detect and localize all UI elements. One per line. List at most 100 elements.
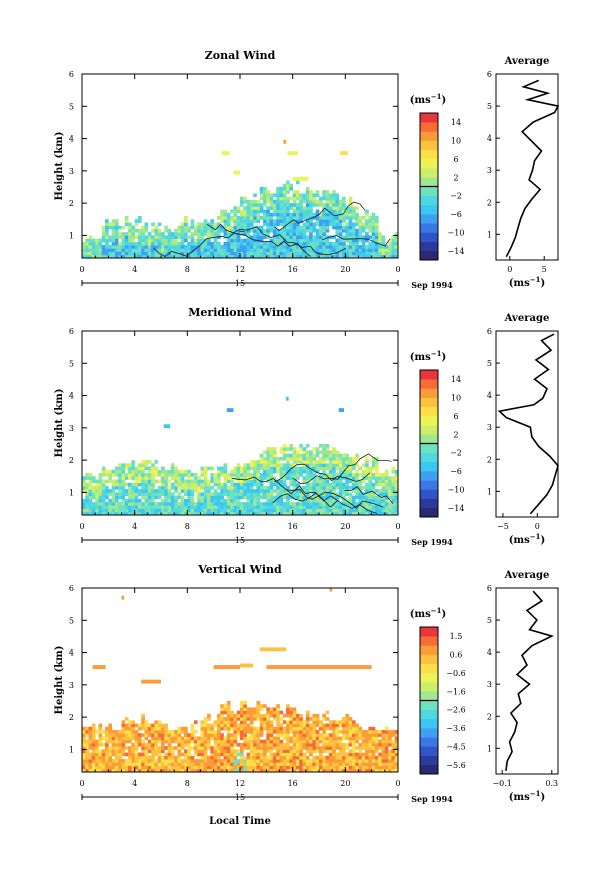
- heatmap-cell: [322, 723, 326, 728]
- heatmap-cell: [374, 505, 379, 509]
- heatmap-cell: [131, 736, 136, 741]
- heatmap-patch: [287, 151, 298, 156]
- heatmap-cell: [124, 463, 129, 467]
- heatmap-cell: [180, 251, 185, 256]
- heatmap-cell: [384, 489, 389, 493]
- heatmap-cell: [170, 238, 175, 243]
- heatmap-cell: [361, 762, 366, 766]
- colorbar-swatch: [420, 672, 438, 683]
- contour-line: [344, 486, 394, 504]
- heatmap-cell: [147, 755, 152, 760]
- heatmap-cell: [121, 733, 126, 737]
- heatmap-cell: [295, 453, 300, 458]
- heatmap-cell: [371, 765, 376, 770]
- heatmap-cell: [151, 726, 155, 731]
- heatmap-cell: [272, 765, 277, 770]
- heatmap-cell: [302, 251, 307, 256]
- heatmap-cell: [128, 511, 132, 516]
- heatmap-cell: [263, 720, 267, 724]
- profile-line: [497, 333, 559, 515]
- heatmap-cell: [233, 717, 238, 721]
- heatmap-patch: [283, 139, 287, 144]
- colorbar-swatch: [420, 122, 438, 132]
- heatmap-cell: [230, 742, 234, 747]
- heatmap-cell: [230, 713, 234, 718]
- heatmap-cell: [184, 508, 188, 513]
- heatmap-cell: [282, 241, 287, 246]
- heatmap-cell: [272, 453, 277, 458]
- heatmap-cell: [371, 485, 376, 490]
- heatmap-cell: [342, 248, 346, 252]
- heatmap-cell: [282, 479, 287, 484]
- heatmap-cell: [82, 482, 86, 487]
- heatmap-cell: [141, 466, 145, 471]
- heatmap-cell: [299, 717, 303, 721]
- heatmap-cell: [315, 209, 320, 214]
- heatmap-cell: [82, 489, 86, 493]
- heatmap-cell: [279, 463, 284, 467]
- heatmap-cell: [190, 762, 195, 766]
- heatmap-cell: [128, 733, 132, 737]
- heatmap-cell: [151, 489, 155, 493]
- heatmap-cell: [351, 733, 356, 737]
- heatmap-cell: [184, 473, 188, 477]
- heatmap-cell: [144, 720, 149, 724]
- heatmap-cell: [184, 251, 188, 256]
- profile-line: [505, 590, 555, 771]
- heatmap-cell: [230, 235, 234, 240]
- heatmap-cell: [230, 251, 234, 256]
- heatmap-cell: [345, 717, 350, 721]
- heatmap-cell: [118, 736, 122, 741]
- heatmap-cell: [243, 463, 247, 467]
- heatmap-cell: [114, 238, 119, 243]
- heatmap-cell: [233, 713, 238, 718]
- heatmap-cell: [361, 742, 366, 747]
- heatmap-cell: [193, 502, 198, 506]
- heatmap-cell: [302, 739, 307, 744]
- heatmap-cell: [381, 476, 386, 480]
- heatmap-cell: [197, 508, 201, 513]
- heatmap-cell: [295, 209, 300, 214]
- heatmap-cell: [91, 505, 96, 509]
- heatmap-cell: [309, 485, 313, 490]
- heatmap-cell: [108, 749, 113, 754]
- heatmap-cell: [154, 759, 159, 763]
- heatmap-cell: [118, 762, 122, 766]
- heatmap-cell: [101, 492, 106, 497]
- heatmap-cell: [309, 749, 313, 754]
- heatmap-cell: [141, 248, 145, 252]
- heatmap-cell: [134, 502, 139, 506]
- heatmap-cell: [105, 473, 109, 477]
- heatmap-cell: [187, 251, 192, 256]
- heatmap-cell: [378, 235, 382, 240]
- heatmap-cell: [335, 730, 340, 734]
- heatmap-cell: [197, 235, 201, 240]
- heatmap-cell: [223, 245, 228, 249]
- heatmap-cell: [325, 190, 330, 194]
- heatmap-cell: [381, 730, 386, 734]
- heatmap-cell: [391, 476, 396, 480]
- heatmap-cell: [259, 203, 264, 207]
- heatmap-cell: [128, 720, 132, 724]
- heatmap-cell: [289, 752, 294, 757]
- heatmap-cell: [328, 720, 333, 724]
- heatmap-cell: [351, 723, 356, 728]
- heatmap-cell: [263, 254, 267, 259]
- heatmap-cell: [263, 450, 267, 455]
- heatmap-cell: [249, 479, 254, 484]
- heatmap-cell: [85, 726, 89, 731]
- heatmap-cell: [197, 505, 201, 509]
- heatmap-cell: [131, 473, 136, 477]
- heatmap-cell: [240, 228, 244, 233]
- heatmap-cell: [342, 720, 346, 724]
- heatmap-cell: [342, 238, 346, 243]
- heatmap-cell: [292, 768, 297, 773]
- heatmap-cell: [289, 469, 294, 474]
- heatmap-cell: [111, 232, 116, 236]
- heatmap-cell: [309, 473, 313, 477]
- heatmap-cell: [91, 492, 96, 497]
- heatmap-cell: [131, 232, 136, 236]
- heatmap-cell: [282, 248, 287, 252]
- heatmap-cell: [282, 489, 287, 493]
- heatmap-cell: [269, 495, 274, 500]
